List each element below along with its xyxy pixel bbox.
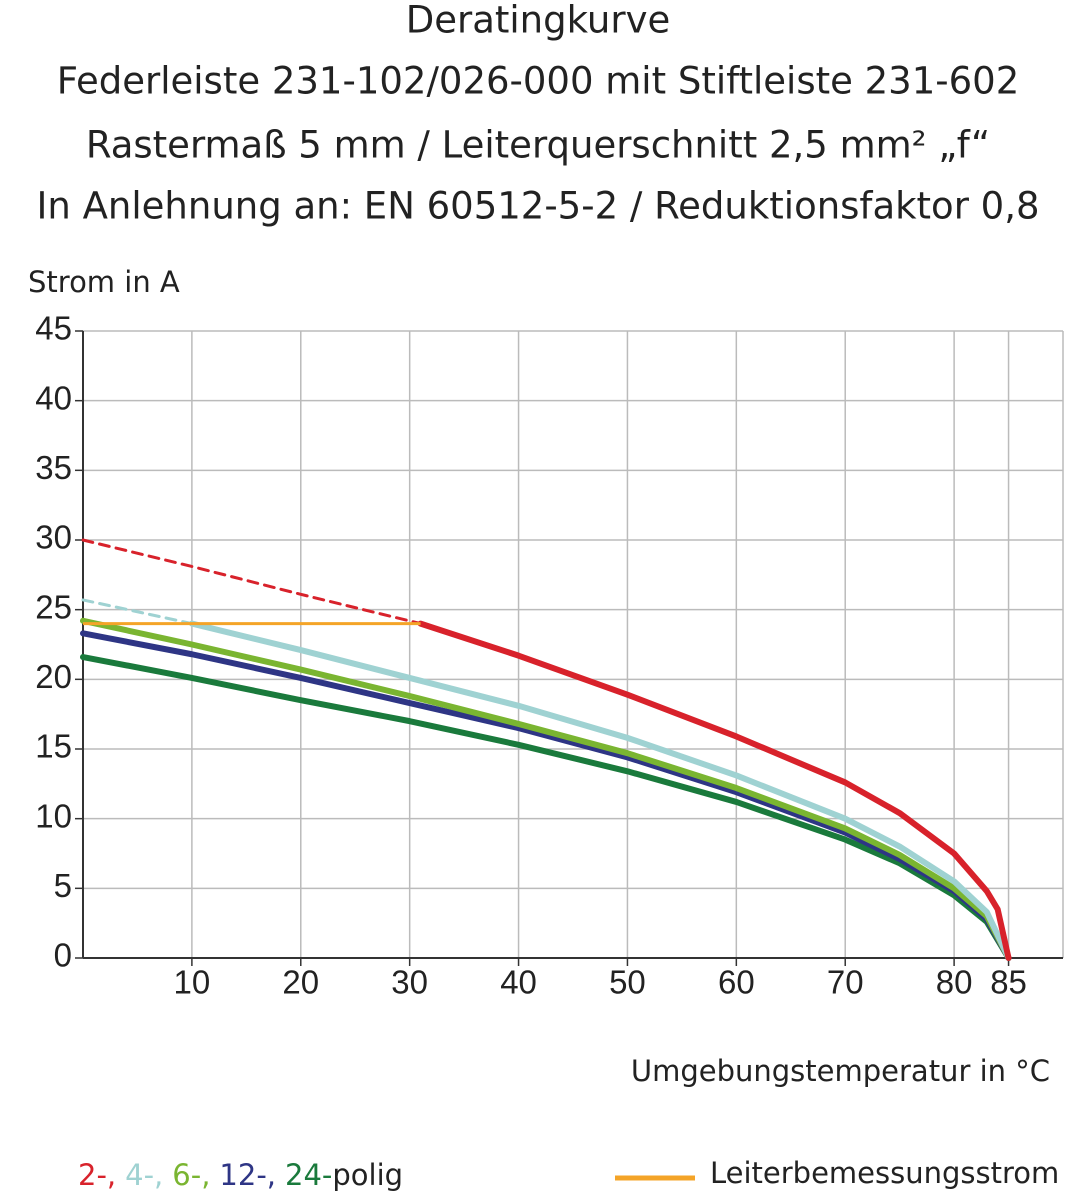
series-line [188, 620, 1012, 961]
legend-suffix: polig [332, 1158, 403, 1192]
chart-subtitle: Rastermaß 5 mm / Leiterquerschnitt 2,5 m… [86, 124, 990, 167]
y-tick-label: 20 [35, 658, 72, 695]
y-tick-label: 15 [35, 728, 72, 765]
y-tick-label: 0 [54, 937, 72, 974]
y-tick-label: 5 [54, 867, 72, 904]
series-line-dashed [81, 598, 194, 626]
y-tick-label: 35 [35, 449, 72, 486]
x-axis-label: Umgebungstemperatur in °C [631, 1054, 1050, 1088]
legend-entry: Leiterbemessungsstrom [710, 1156, 1059, 1190]
x-tick-label: 70 [827, 964, 864, 1001]
y-tick-label: 40 [35, 379, 72, 416]
legend-entry: 4-, [125, 1158, 163, 1192]
x-tick-label: 20 [282, 964, 319, 1001]
y-tick-label: 25 [35, 588, 72, 625]
x-tick-label: 60 [718, 964, 755, 1001]
legend-entry: 24- [285, 1158, 332, 1192]
chart-title: Deratingkurve [406, 0, 670, 42]
x-tick-label: 10 [174, 964, 211, 1001]
legend: 2-, 4-, 6-, 12-, 24-polig [78, 1158, 403, 1192]
y-tick-label: 30 [35, 519, 72, 556]
chart-subtitle: In Anlehnung an: EN 60512-5-2 / Reduktio… [36, 185, 1039, 228]
series-line [417, 620, 1012, 961]
legend-entry: 2-, [78, 1158, 116, 1192]
legend-entry: 12-, [219, 1158, 276, 1192]
x-tick-label: 30 [391, 964, 428, 1001]
series-line [80, 654, 1012, 961]
legend-entry: 6-, [172, 1158, 210, 1192]
chart-subtitle: Federleiste 231-102/026-000 mit Stiftlei… [57, 60, 1020, 103]
x-tick-label: 40 [500, 964, 537, 1001]
y-tick-label: 10 [35, 797, 72, 834]
x-tick-label: 50 [609, 964, 646, 1001]
series-line [80, 617, 1012, 961]
y-axis-label: Strom in A [28, 265, 180, 299]
x-tick-label: 80 [936, 964, 973, 1001]
series-line-dashed [81, 538, 423, 626]
x-tick-label: 85 [990, 964, 1027, 1001]
y-tick-label: 45 [35, 310, 72, 347]
